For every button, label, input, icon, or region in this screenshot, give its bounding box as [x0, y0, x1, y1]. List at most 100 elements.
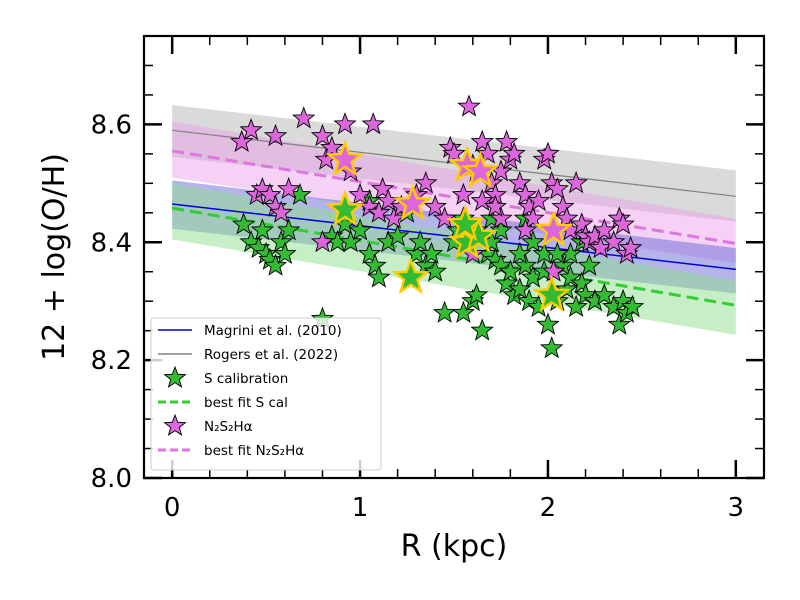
point-s1-1	[239, 118, 263, 141]
point-s1-16	[348, 182, 372, 206]
point-s1-26	[423, 194, 447, 217]
point-s0-3	[250, 218, 275, 241]
point-s0-6	[263, 253, 288, 276]
point-s1-69	[513, 218, 538, 241]
legend-label: N₂S₂Hα	[204, 419, 253, 435]
point-s0-26	[423, 259, 447, 282]
point-s1-65	[451, 182, 476, 206]
point-s1-59	[592, 218, 616, 241]
point-s1-8	[276, 176, 301, 200]
highlight-point-s0-0	[325, 189, 365, 227]
point-s0-37	[489, 253, 513, 276]
point-s1-51	[555, 206, 579, 229]
point-s0-15	[338, 229, 363, 253]
point-s1-34	[476, 141, 500, 164]
point-s0-58	[592, 283, 616, 306]
legend-star-swatch	[163, 365, 187, 388]
point-s1-71	[483, 194, 508, 217]
fit-line-3	[171, 149, 737, 245]
point-s0-50	[551, 253, 575, 276]
point-s0-8	[273, 241, 297, 264]
point-s0-53	[564, 294, 588, 318]
legend-star-swatch	[163, 413, 187, 436]
legend: Magrini et al. (2010) Rogers et al. (2022…	[150, 317, 382, 471]
point-s1-20	[370, 176, 395, 200]
point-s1-50	[551, 194, 575, 217]
point-s1-19	[367, 200, 391, 223]
point-s1-17	[357, 194, 382, 217]
highlight-point-s0-1	[391, 257, 431, 295]
point-s0-30	[451, 300, 476, 323]
point-s1-40	[502, 141, 526, 164]
point-s1-21	[376, 188, 400, 211]
highlight-point-s0-4	[445, 204, 485, 242]
point-s0-69	[521, 229, 545, 253]
point-s0-24	[414, 253, 438, 276]
point-s0-47	[536, 312, 560, 335]
legend-label: Magrini et al. (2010)	[204, 323, 342, 339]
point-s1-68	[541, 259, 566, 282]
point-s1-27	[432, 206, 457, 229]
legend-label: best fit N₂S₂Hα	[204, 443, 304, 459]
point-s0-9	[276, 218, 301, 241]
highlight-point-s1-4	[534, 210, 573, 248]
tick-labels: 0 1 2 3 8.0 8.2 8.4 8.6	[91, 110, 744, 523]
point-s1-66	[470, 188, 494, 211]
point-s0-42	[513, 253, 538, 276]
point-s1-53	[564, 171, 588, 194]
point-s0-38	[494, 271, 519, 294]
point-s1-12	[320, 135, 344, 158]
point-s0-25	[419, 241, 444, 264]
point-s0-60	[607, 312, 632, 335]
point-s0-17	[357, 241, 382, 264]
point-s1-7	[269, 200, 293, 223]
point-s1-4	[258, 182, 282, 206]
point-s0-7	[269, 229, 293, 253]
point-s1-29	[442, 141, 466, 164]
point-s0-70	[545, 241, 570, 264]
point-s0-18	[363, 253, 387, 276]
point-s1-0	[230, 129, 254, 153]
point-s1-49	[545, 176, 570, 200]
point-s0-76	[508, 241, 532, 264]
point-s1-38	[494, 129, 519, 153]
point-s0-61	[611, 288, 635, 312]
point-s1-18	[361, 112, 385, 135]
point-s1-47	[536, 141, 560, 164]
point-s1-5	[263, 123, 288, 147]
legend-box	[150, 317, 382, 471]
y-tick-label: 8.4	[91, 228, 132, 258]
point-s1-41	[508, 171, 532, 194]
point-s0-39	[498, 259, 523, 282]
legend-label: S calibration	[204, 371, 288, 387]
point-s0-51	[555, 277, 579, 300]
point-s1-62	[611, 212, 635, 235]
point-s1-13	[310, 229, 335, 253]
point-s0-63	[620, 294, 645, 318]
point-s1-60	[602, 229, 626, 253]
y-tick-label: 8.6	[91, 110, 132, 140]
point-s0-48	[540, 336, 564, 359]
point-s0-27	[432, 300, 457, 323]
point-s1-54	[570, 212, 594, 235]
point-s0-54	[570, 271, 594, 294]
y-axis-label: 12 + log(O/H)	[37, 153, 72, 361]
point-s1-42	[513, 182, 538, 206]
plot-frame	[142, 34, 766, 480]
highlight-point-s1-3	[460, 151, 500, 189]
point-s1-25	[414, 171, 438, 194]
highlight-point-s1-1	[393, 183, 433, 221]
point-s1-67	[489, 206, 513, 229]
highlight-point-s1-0	[325, 139, 365, 177]
point-s1-64	[618, 235, 643, 259]
point-s1-9	[292, 106, 316, 129]
x-tick-label: 0	[164, 493, 181, 523]
point-s0-56	[577, 253, 601, 276]
point-s1-22	[382, 206, 406, 229]
point-s0-21	[385, 224, 410, 247]
x-tick-label: 2	[540, 493, 557, 523]
x-tick-label: 3	[728, 493, 745, 523]
point-s1-10	[310, 123, 335, 147]
point-s1-14	[333, 112, 357, 135]
